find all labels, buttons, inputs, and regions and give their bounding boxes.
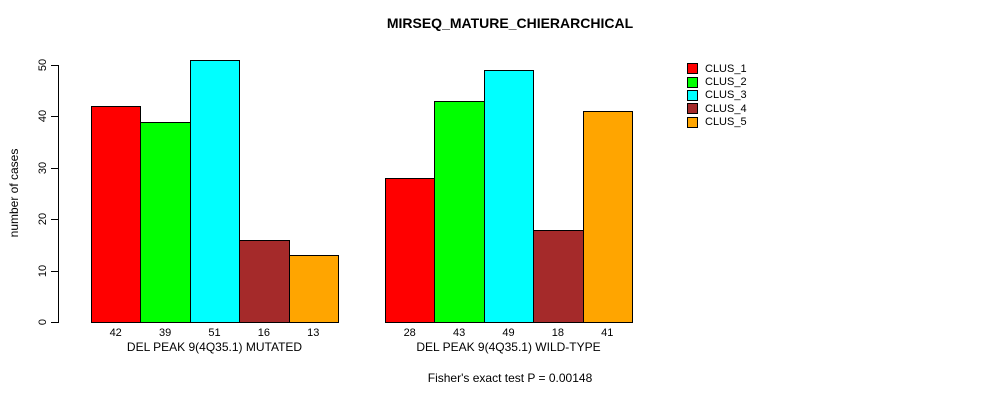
y-tick-mark [51,116,58,118]
y-tick-label: 30 [37,161,49,174]
legend-label: CLUS_4 [705,102,747,115]
y-tick-mark [51,219,58,221]
bar-clus_1-group1 [91,106,142,323]
bar-value-label: 28 [403,327,416,339]
bar-value-label: 39 [158,327,172,339]
y-tick-mark [51,65,58,66]
legend-item-clus_5: CLUS_5 [687,116,747,129]
y-tick-mark [51,270,58,272]
bar-clus_4-group2 [533,229,584,323]
legend-item-clus_4: CLUS_4 [687,102,747,115]
y-tick-label: 50 [37,58,49,72]
bar-value-label: 41 [601,327,614,339]
legend: CLUS_1 CLUS_2 CLUS_3 CLUS_4 CLUS_5 [687,62,747,129]
bar-clus_2-group2 [434,101,485,323]
legend-item-clus_3: CLUS_3 [687,89,747,102]
y-tick-label: 40 [37,110,49,123]
bar-clus_4-group1 [239,239,290,323]
group-label-2: DEL PEAK 9(4Q35.1) WILD-TYPE [416,340,601,354]
legend-swatch-icon [687,103,698,115]
legend-label: CLUS_2 [705,76,747,89]
bar-value-label: 13 [307,327,320,339]
bar-value-label: 42 [109,327,122,339]
bar-clus_5-group2 [582,111,633,323]
y-axis-title: number of cases [7,148,21,238]
bar-value-label: 43 [452,327,466,339]
legend-label: CLUS_3 [705,89,747,102]
bar-clus_2-group1 [140,121,191,323]
y-tick-label: 0 [37,318,49,326]
legend-swatch-icon [687,76,698,88]
legend-label: CLUS_5 [705,116,747,129]
y-tick-mark [51,322,58,323]
bar-value-label: 49 [502,327,515,339]
chart-title: MIRSEQ_MATURE_CHIERARCHICAL [386,15,634,31]
legend-swatch-icon [687,63,698,75]
legend-label: CLUS_1 [705,62,747,75]
legend-item-clus_2: CLUS_2 [687,75,747,88]
bar-clus_1-group2 [385,178,436,323]
legend-item-clus_1: CLUS_1 [687,62,747,75]
group-label-1: DEL PEAK 9(4Q35.1) MUTATED [126,340,303,354]
bar-clus_5-group1 [288,255,339,323]
bar-value-label: 18 [551,327,564,339]
y-axis-line [58,65,59,323]
legend-swatch-icon [687,89,698,101]
bar-value-label: 51 [208,327,221,339]
bar-clus_3-group2 [483,70,535,323]
y-tick-label: 20 [37,213,49,226]
annotation-text: Fisher's exact test P = 0.00148 [427,371,593,385]
bar-clus_3-group1 [189,59,241,323]
y-tick-label: 10 [37,264,49,277]
legend-swatch-icon [687,116,698,128]
y-tick-mark [51,167,58,169]
bar-value-label: 16 [257,327,270,339]
